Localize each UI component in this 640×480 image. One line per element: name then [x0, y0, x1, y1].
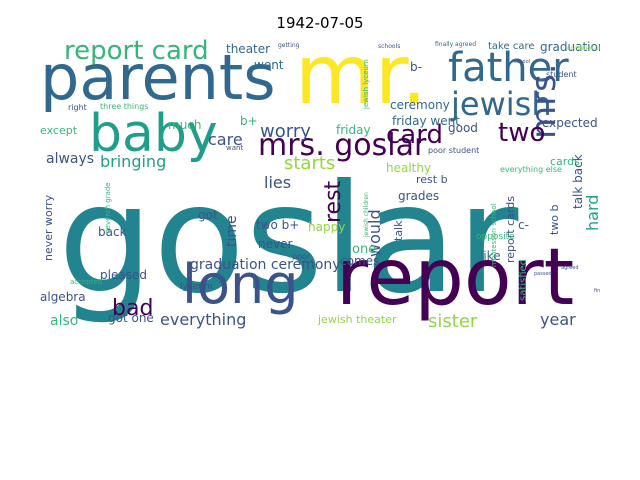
word-year: year: [540, 310, 576, 329]
word-one: one: [352, 242, 376, 257]
word-hard: hard: [583, 195, 600, 231]
word-report: report: [336, 233, 574, 323]
word-cloud: goslar report mr. parents baby long father jewi…: [40, 37, 600, 332]
word-bplus: b+: [240, 114, 258, 128]
word-take-care: take care: [488, 41, 534, 52]
word-never-worry: never worry: [42, 194, 55, 261]
word-two-bplus: two b+: [256, 218, 299, 232]
word-long: long: [182, 253, 299, 316]
word-mrs-: mrs.: [524, 63, 564, 139]
word-three-things: three things: [100, 102, 148, 111]
word-talk-back: talk back: [571, 154, 585, 209]
chart-title: 1942-07-05: [276, 14, 364, 32]
word-student: student: [546, 70, 577, 79]
word-bringing: bringing: [100, 152, 166, 171]
word-parents: parents: [40, 41, 276, 114]
word-finally-agreed: finally agreed: [435, 41, 476, 48]
word-cards: cards: [550, 155, 580, 168]
word-goslar: goslar: [58, 153, 519, 327]
word-expected: expected: [542, 116, 598, 130]
word-lyceum: lyceum: [180, 282, 213, 292]
word-jewish: jewish: [450, 85, 552, 123]
word-always: always: [46, 151, 94, 167]
word-lies: lies: [264, 173, 291, 192]
word-would: would: [365, 209, 384, 257]
word-friday-went: friday went: [392, 114, 460, 128]
word-theater: theater: [226, 42, 270, 56]
word-worry: worry: [260, 121, 311, 142]
word-conditional: conditional: [567, 45, 600, 52]
word-grades: grades: [398, 189, 439, 203]
word-rest: rest: [321, 180, 346, 223]
word-card: card: [386, 120, 443, 150]
word-jewish-lyceum: jewish lyceum: [362, 59, 370, 110]
word-c-: c-: [518, 218, 529, 232]
word-also: also: [50, 313, 78, 329]
word-back: back: [98, 225, 127, 239]
word-two-b: two b: [548, 204, 561, 235]
word-everything-else: everything else: [500, 165, 562, 174]
word-like: like: [480, 249, 501, 263]
word-baby: baby: [89, 104, 218, 164]
word-accepted: accepted: [70, 278, 102, 286]
word-jewish-children: jewish children: [363, 192, 370, 238]
word-ceremony: ceremony: [390, 98, 450, 112]
word-rest-b: rest b: [416, 173, 448, 186]
word-graduation-ceremony: graduation ceremony: [190, 257, 341, 273]
word-satisfied: satisfied: [518, 259, 529, 301]
word-time: time: [224, 215, 240, 247]
word-comes: comes: [340, 254, 379, 268]
word-poor: poor: [292, 252, 311, 261]
word-getting: getting: [278, 42, 300, 49]
word-talk: talk: [392, 220, 405, 241]
word-starts: starts: [284, 153, 335, 174]
word-algebra: algebra: [40, 290, 86, 304]
word-poor-student: poor student: [428, 146, 479, 155]
word-jewish-theater: jewish theater: [317, 313, 397, 326]
word-friday: friday: [336, 123, 371, 137]
word-sister: sister: [428, 311, 478, 332]
word-got: got: [198, 208, 218, 222]
word-except: except: [40, 124, 78, 137]
word-never: never: [258, 237, 292, 251]
word-agreed: agreed: [561, 265, 579, 271]
word-pleased: pleased: [100, 268, 147, 282]
word-b-: b-: [410, 60, 422, 74]
word-much: much: [168, 118, 202, 132]
word-good: good: [448, 121, 478, 135]
word-graduation: graduation: [540, 40, 600, 54]
word-seventh-grade: seventh grade: [104, 182, 112, 233]
word-mr-: mr.: [295, 37, 427, 123]
word-bad: bad: [112, 296, 153, 321]
word-father: father: [448, 45, 569, 91]
word-mrs-goslar: mrs. goslar: [258, 128, 427, 163]
word-school: school: [514, 59, 530, 65]
word-schools: schools: [378, 43, 400, 50]
word-montessori-school: montessori school: [490, 203, 498, 267]
word-cloud-canvas: goslarreportmr.parentsbabylongfatherjewi…: [40, 37, 600, 332]
word-report-card: report card: [64, 37, 209, 66]
word-want: want: [226, 144, 243, 152]
word-opposite: opposite: [476, 232, 515, 242]
word-care: care: [208, 130, 243, 149]
word-happy: happy: [308, 220, 345, 234]
word-healthy: healthy: [386, 161, 431, 175]
word-right: right: [68, 103, 87, 112]
word-report-cards: report cards: [504, 196, 517, 263]
word-went: went: [254, 58, 284, 72]
word-passed: passed: [534, 271, 552, 277]
word-finally: finally: [594, 288, 600, 294]
word-two: two: [498, 118, 545, 148]
word-everything: everything: [160, 310, 246, 329]
word-got-one: got one: [108, 311, 154, 325]
